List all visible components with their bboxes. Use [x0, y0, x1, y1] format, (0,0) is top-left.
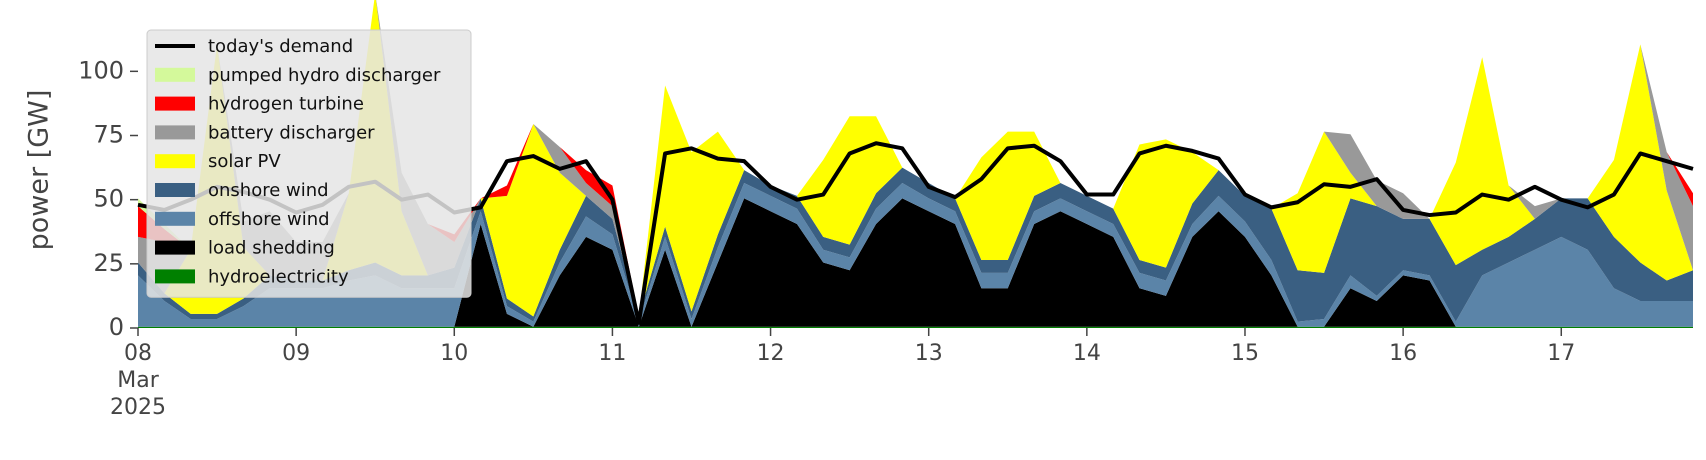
legend-label: load shedding — [208, 238, 335, 259]
y-tick-label: 75 — [93, 121, 124, 149]
legend-label: today's demand — [208, 36, 353, 57]
legend-swatch — [155, 67, 195, 82]
x-tick-label: 10 — [440, 341, 469, 366]
x-tick-label: 16 — [1389, 341, 1418, 366]
legend-label: offshore wind — [208, 209, 330, 230]
x-tick-label: 17 — [1547, 341, 1576, 366]
legend: today's demand pumped hydro discharger hyd… — [146, 29, 472, 298]
area — [138, 198, 1693, 327]
legend-swatch — [155, 125, 195, 140]
x-tick-label: 08 Mar 2025 — [110, 341, 166, 420]
x-tick-label: 09 — [282, 341, 311, 366]
legend-label: pumped hydro discharger — [208, 65, 441, 86]
y-tick-label: 100 — [78, 56, 124, 84]
x-tick-label: 11 — [598, 341, 627, 366]
legend-label: solar PV — [208, 151, 281, 172]
legend-label: hydroelectricity — [208, 266, 349, 287]
legend-swatch — [155, 183, 195, 197]
x-tick-label: 14 — [1072, 341, 1101, 366]
y-tick-label: 50 — [93, 185, 124, 213]
area — [138, 0, 1693, 317]
y-tick-label: 25 — [93, 249, 124, 277]
x-tick-label: 13 — [914, 341, 943, 366]
legend-label: battery discharger — [208, 122, 375, 143]
legend-box — [146, 29, 472, 298]
x-tick-label: 15 — [1230, 341, 1259, 366]
legend-label: onshore wind — [208, 180, 329, 201]
y-axis-label: power [GW] — [24, 90, 55, 251]
legend-swatch — [155, 154, 195, 169]
legend-swatch — [155, 269, 195, 284]
area — [138, 326, 1693, 328]
legend-swatch — [155, 96, 195, 111]
legend-swatch — [155, 240, 195, 255]
x-tick-label: 12 — [756, 341, 785, 366]
y-tick-label: 0 — [109, 313, 124, 341]
area — [138, 167, 1693, 322]
legend-swatch — [155, 211, 195, 226]
area — [138, 182, 1693, 327]
legend-label: hydrogen turbine — [208, 94, 364, 115]
